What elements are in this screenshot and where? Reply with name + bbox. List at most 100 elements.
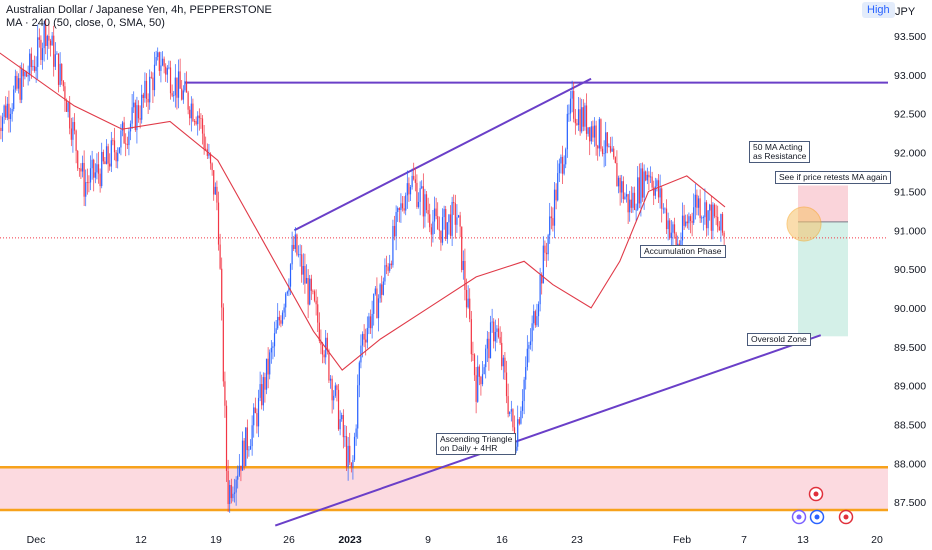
price-tick: 92.500 bbox=[894, 109, 926, 121]
candle-body bbox=[64, 86, 66, 101]
annotation-oversold-zone[interactable]: Oversold Zone bbox=[747, 333, 811, 346]
candle-body bbox=[110, 140, 112, 167]
candle-body bbox=[689, 216, 692, 221]
candle-body bbox=[5, 105, 7, 118]
candle-body bbox=[561, 156, 564, 174]
candle-body bbox=[149, 76, 151, 103]
candle-body bbox=[152, 77, 154, 91]
candle-body bbox=[40, 39, 42, 60]
candle-body bbox=[56, 53, 58, 55]
candle-body bbox=[128, 131, 130, 146]
candle-body bbox=[120, 130, 122, 148]
candle-body bbox=[641, 168, 644, 198]
candle-body bbox=[585, 105, 588, 134]
candle-body bbox=[341, 415, 343, 420]
candle-body bbox=[288, 286, 290, 292]
candle-body bbox=[345, 436, 348, 468]
candle-body bbox=[61, 63, 63, 81]
candle-body bbox=[485, 348, 487, 368]
candle-body bbox=[232, 493, 234, 499]
candle-body bbox=[13, 89, 15, 109]
candle-body bbox=[669, 220, 671, 239]
annotation-ascending-triangle[interactable]: Ascending Triangle on Daily + 4HR bbox=[436, 433, 517, 455]
candle-body bbox=[253, 407, 255, 426]
candle-body bbox=[254, 407, 256, 414]
candle-body bbox=[457, 215, 460, 218]
candle-body bbox=[299, 254, 301, 256]
candle-body bbox=[99, 173, 101, 187]
candle-body bbox=[453, 201, 455, 204]
candle-body bbox=[667, 220, 669, 230]
candle-body bbox=[235, 479, 237, 493]
candle-body bbox=[189, 109, 191, 119]
candle-body bbox=[62, 80, 64, 87]
candle-body bbox=[534, 311, 536, 326]
candle-body bbox=[414, 179, 416, 183]
candle-body bbox=[227, 470, 229, 505]
candle-body bbox=[81, 162, 84, 172]
candle-body bbox=[97, 164, 100, 174]
candle-body bbox=[109, 163, 111, 167]
candle-body bbox=[349, 445, 351, 463]
candle-body bbox=[45, 24, 47, 46]
candle-body bbox=[545, 252, 548, 255]
price-tick: 91.000 bbox=[894, 225, 926, 237]
candle-body bbox=[497, 328, 500, 338]
candle-body bbox=[505, 372, 508, 397]
candle-body bbox=[637, 177, 639, 210]
candle-body bbox=[208, 153, 210, 156]
candle-body bbox=[203, 133, 205, 149]
candle-body bbox=[107, 146, 109, 164]
candle-body bbox=[176, 77, 178, 98]
annotation-retest-ma[interactable]: See if price retests MA again bbox=[775, 171, 892, 184]
candle-body bbox=[16, 75, 18, 89]
high-button[interactable]: High bbox=[862, 2, 895, 18]
annotation-accumulation[interactable]: Accumulation Phase bbox=[640, 245, 726, 258]
candle-body bbox=[273, 333, 276, 347]
candle-body bbox=[598, 119, 600, 149]
annotation-line: 50 MA Acting bbox=[753, 142, 803, 152]
candle-body bbox=[718, 226, 720, 231]
candle-body bbox=[141, 94, 143, 120]
candle-body bbox=[333, 395, 335, 401]
candle-body bbox=[267, 358, 269, 375]
annotation-50ma-resistance[interactable]: 50 MA Acting as Resistance bbox=[749, 141, 811, 163]
candle-body bbox=[606, 132, 608, 147]
candle-body bbox=[350, 462, 352, 468]
candle-body bbox=[643, 171, 645, 198]
candle-body bbox=[3, 105, 5, 117]
candle-body bbox=[104, 161, 106, 164]
candle-body bbox=[41, 48, 44, 60]
price-tick: 90.500 bbox=[894, 264, 926, 276]
candle-body bbox=[653, 187, 655, 196]
candle-body bbox=[459, 215, 461, 227]
candle-body bbox=[387, 266, 389, 271]
candle-body bbox=[131, 107, 133, 124]
candle-body bbox=[11, 108, 13, 114]
candle-body bbox=[173, 95, 175, 97]
candle-body bbox=[584, 105, 586, 127]
candle-body bbox=[376, 288, 378, 319]
candle-body bbox=[616, 163, 618, 187]
candle-body bbox=[686, 221, 688, 224]
candle-body bbox=[448, 214, 450, 223]
candle-body bbox=[589, 127, 591, 142]
candle-body bbox=[312, 290, 314, 292]
candle-body bbox=[403, 208, 405, 211]
lower-trendline bbox=[274, 334, 822, 527]
candle-body bbox=[101, 151, 103, 187]
candle-body bbox=[477, 366, 479, 402]
candle-body bbox=[680, 240, 682, 245]
candle-body bbox=[683, 215, 685, 226]
candle-body bbox=[144, 80, 146, 98]
candle-body bbox=[177, 71, 180, 98]
candle-body bbox=[94, 172, 96, 178]
candle-body bbox=[219, 244, 221, 269]
candle-body bbox=[704, 202, 706, 218]
candle-body bbox=[617, 177, 620, 187]
candle-body bbox=[17, 78, 20, 89]
ma-indicator-label[interactable]: MA · 240 (50, close, 0, SMA, 50) bbox=[6, 17, 165, 29]
annotation-line: Oversold Zone bbox=[751, 334, 807, 344]
candle-body bbox=[560, 156, 562, 164]
